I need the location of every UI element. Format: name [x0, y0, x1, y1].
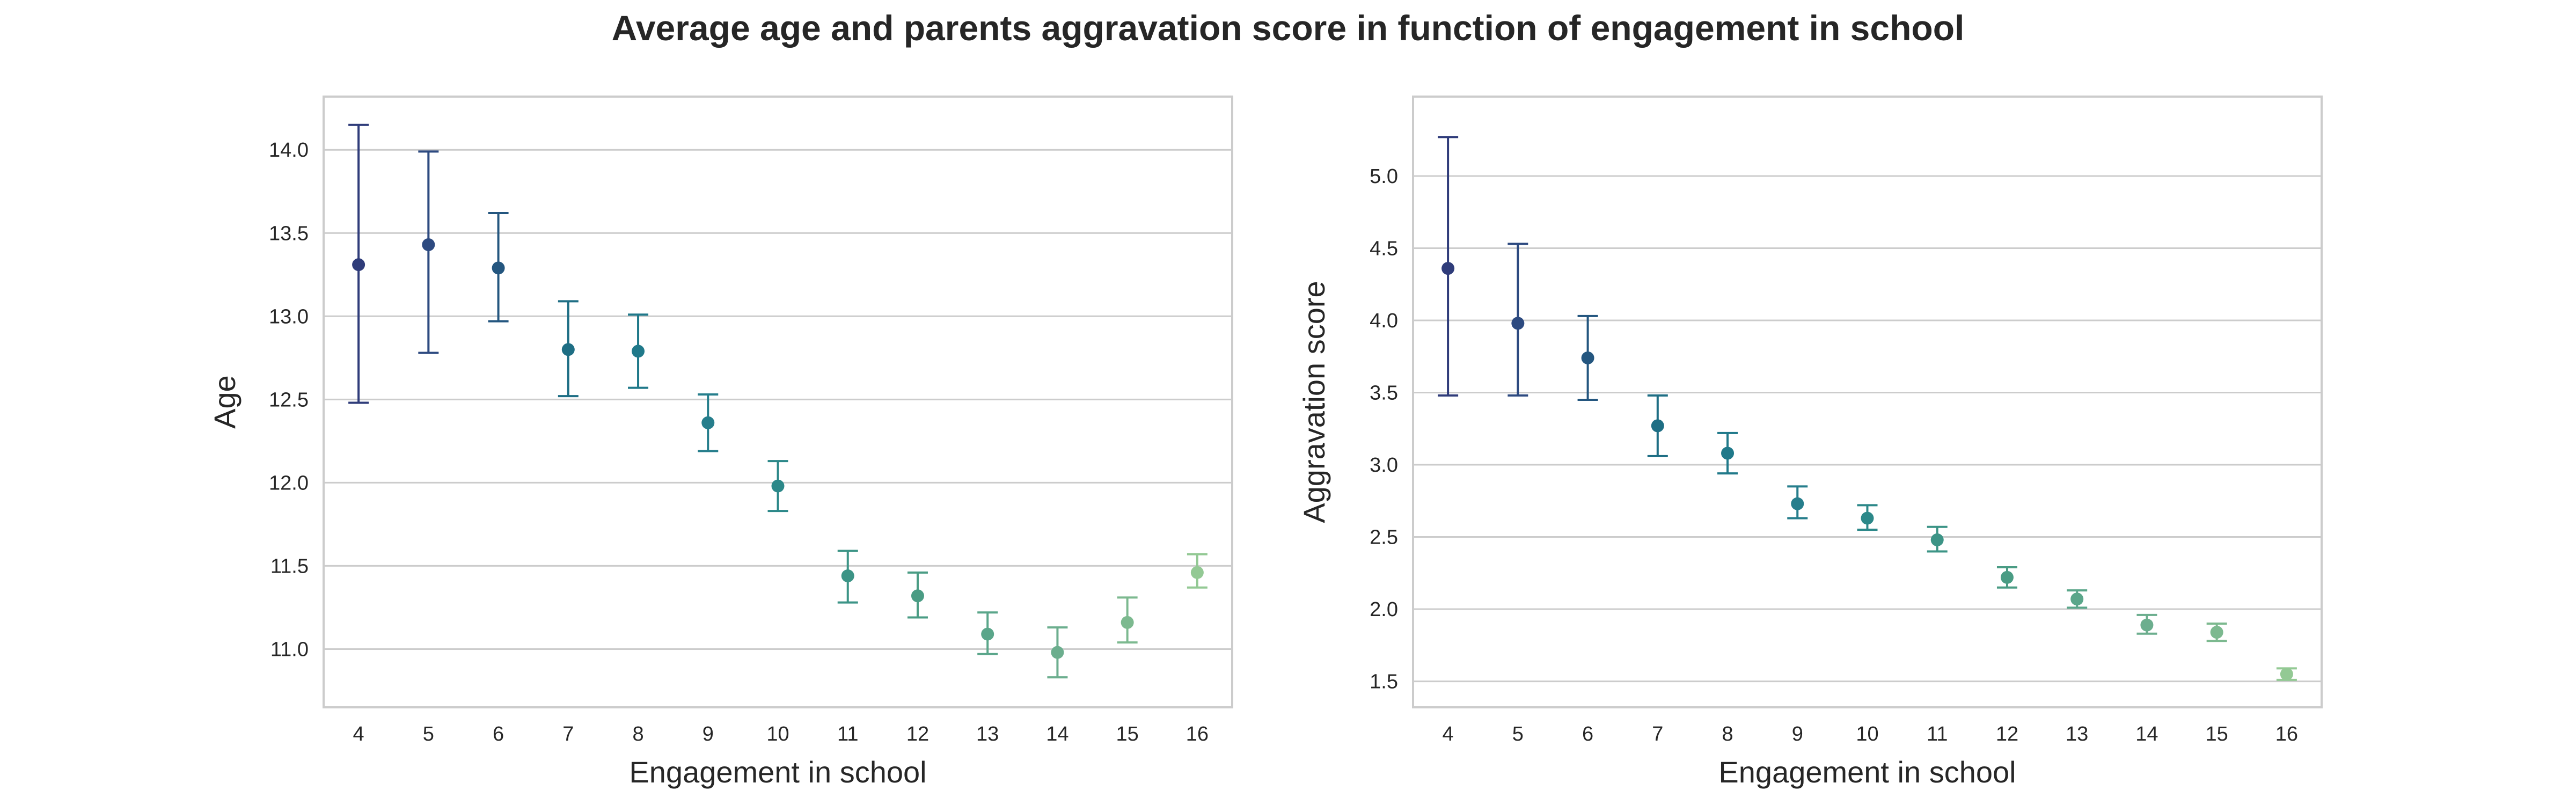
aggravation-data-point	[1441, 262, 1455, 275]
age-data-point	[1051, 646, 1064, 659]
age-ytick-label: 14.0	[269, 139, 309, 162]
age-xtick-label: 10	[766, 723, 789, 745]
figure-title: Average age and parents aggravation scor…	[611, 8, 1965, 48]
aggravation-xtick-label: 7	[1652, 723, 1663, 745]
aggravation-ytick-label: 4.0	[1370, 310, 1398, 332]
age-xtick-label: 9	[702, 723, 714, 745]
aggravation-xtick-label: 8	[1722, 723, 1733, 745]
age-data-point	[1121, 616, 1134, 629]
aggravation-xtick-label: 9	[1792, 723, 1803, 745]
age-data-point	[632, 345, 645, 358]
aggravation-xtick-label: 12	[1996, 723, 2018, 745]
age-data-point	[771, 479, 785, 493]
aggravation-ytick-label: 3.5	[1370, 382, 1398, 405]
aggravation-xtick-label: 5	[1512, 723, 1524, 745]
age-ytick-label: 12.5	[269, 389, 309, 411]
age-ytick-label: 13.5	[269, 222, 309, 245]
aggravation-ytick-label: 4.5	[1370, 237, 1398, 260]
aggravation-xtick-label: 16	[2275, 723, 2298, 745]
age-data-point	[561, 343, 575, 356]
age-data-point	[701, 416, 715, 429]
age-data-point	[1190, 566, 1204, 579]
aggravation-xtick-label: 10	[1856, 723, 1878, 745]
age-panel: 11.0 11.5 12.0 12.5 13.0 13.5 14.0 4 5 6 7 8 9 10 11 12…	[208, 96, 1233, 789]
age-data-point	[981, 627, 994, 641]
aggravation-xtick-label: 6	[1582, 723, 1593, 745]
age-xtick-label: 16	[1186, 723, 1209, 745]
age-ytick-label: 11.5	[270, 555, 309, 577]
aggravation-y-axis-label: Aggravation score	[1297, 281, 1331, 523]
aggravation-ytick-label: 2.0	[1370, 598, 1398, 621]
age-y-axis-label: Age	[208, 375, 241, 429]
age-data-point	[492, 261, 505, 275]
aggravation-data-point	[2070, 592, 2084, 606]
aggravation-xtick-label: 14	[2135, 723, 2158, 745]
aggravation-data-point	[1861, 511, 1874, 525]
age-ytick-label: 13.0	[269, 305, 309, 328]
aggravation-xtick-label: 15	[2206, 723, 2228, 745]
aggravation-xtick-label: 11	[1927, 723, 1948, 745]
age-xtick-label: 12	[906, 723, 929, 745]
age-axes-frame	[323, 96, 1233, 708]
age-data-point	[911, 589, 924, 603]
aggravation-data-point	[2000, 570, 2014, 584]
age-xtick-label: 8	[632, 723, 643, 745]
aggravation-data-point	[2140, 618, 2154, 632]
aggravation-x-axis-label: Engagement in school	[1718, 755, 2016, 789]
age-xtick-label: 7	[562, 723, 574, 745]
aggravation-ytick-label: 2.5	[1370, 526, 1398, 549]
aggravation-xtick-label: 13	[2066, 723, 2088, 745]
age-xtick-label: 6	[493, 723, 504, 745]
age-xtick-label: 5	[423, 723, 434, 745]
aggravation-data-point	[1511, 317, 1525, 330]
aggravation-ytick-label: 5.0	[1370, 165, 1398, 188]
age-xtick-label: 14	[1046, 723, 1069, 745]
aggravation-ytick-label: 1.5	[1370, 671, 1398, 693]
age-data-point	[422, 238, 435, 251]
age-xtick-label: 15	[1116, 723, 1139, 745]
aggravation-data-point	[2210, 626, 2223, 639]
age-ytick-label: 11.0	[270, 638, 309, 661]
age-xtick-label: 11	[837, 723, 858, 745]
age-data-point	[841, 569, 854, 583]
age-ytick-label: 12.0	[269, 472, 309, 494]
aggravation-data-point	[1581, 351, 1594, 364]
age-xtick-label: 13	[976, 723, 999, 745]
aggravation-data-point	[1791, 497, 1804, 510]
aggravation-data-point	[1651, 419, 1664, 433]
aggravation-panel: 1.5 2.0 2.5 3.0 3.5 4.0 4.5 5.0 4 5 6 7 8 9 10 11 12 13 14…	[1297, 96, 2323, 789]
aggravation-data-point	[1721, 447, 1735, 460]
aggravation-xtick-label: 4	[1443, 723, 1454, 745]
age-xtick-label: 4	[353, 723, 364, 745]
aggravation-axes-frame	[1412, 96, 2323, 708]
aggravation-data-point	[1930, 533, 1944, 546]
age-data-point	[352, 258, 365, 272]
aggravation-ytick-label: 3.0	[1370, 454, 1398, 477]
age-x-axis-label: Engagement in school	[629, 755, 926, 789]
aggravation-data-point	[2280, 668, 2293, 681]
